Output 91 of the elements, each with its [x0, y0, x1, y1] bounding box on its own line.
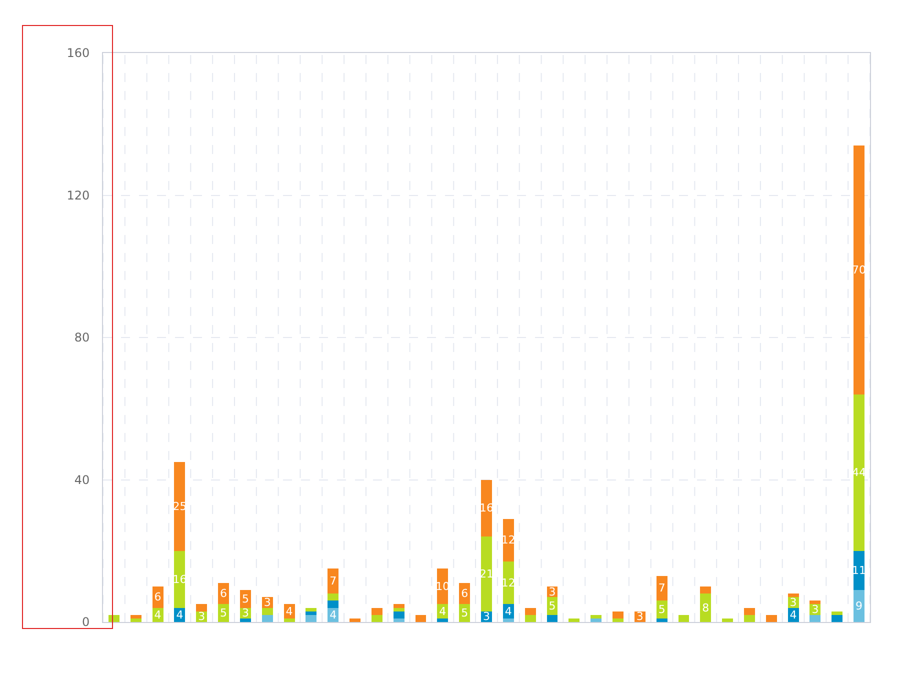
data-label: 3: [198, 610, 206, 624]
data-label: 4: [286, 604, 293, 618]
bar: [240, 618, 251, 622]
y-tick-label: 40: [74, 472, 90, 487]
bar: [502, 518, 514, 562]
y-tick-label: 0: [82, 615, 90, 630]
data-label: 5: [220, 606, 228, 620]
y-tick-label: 160: [66, 46, 90, 60]
data-label: 3: [636, 610, 644, 624]
bar: [130, 614, 142, 618]
bar: [854, 590, 865, 622]
data-label: 6: [461, 587, 468, 600]
data-label: 5: [658, 603, 666, 616]
data-label: 6: [154, 590, 162, 604]
bar: [524, 614, 536, 622]
bar: [612, 618, 624, 622]
bar: [393, 608, 404, 612]
bar: [810, 600, 821, 604]
data-label: 3: [483, 610, 490, 624]
bar: [854, 550, 865, 590]
bar: [481, 480, 492, 537]
bar: [832, 614, 843, 622]
data-label: 5: [242, 592, 249, 606]
bar: [437, 618, 448, 622]
bar: [744, 614, 755, 622]
bar: [371, 608, 382, 615]
bar: [262, 614, 273, 622]
data-label: 5: [548, 600, 556, 612]
data-label: 9: [856, 599, 863, 612]
bar: [568, 618, 580, 622]
bar: [393, 604, 404, 608]
data-label: 12: [501, 534, 516, 547]
bar: [678, 614, 690, 622]
bar: [328, 600, 339, 608]
bar: [174, 462, 186, 551]
bar: [524, 608, 536, 615]
bar: [656, 576, 668, 601]
bar: [700, 586, 712, 594]
bar: [502, 618, 514, 622]
bar: [810, 614, 821, 622]
bar: [306, 614, 317, 622]
bar: [130, 618, 142, 622]
bar: [744, 608, 755, 615]
bar: [306, 611, 317, 615]
data-label: 7: [658, 582, 666, 595]
bar: [306, 608, 317, 612]
data-label: 3: [242, 606, 249, 620]
data-label: 3: [264, 596, 271, 609]
data-label: 3: [548, 585, 556, 598]
bar: [854, 394, 865, 551]
data-label: 4: [176, 608, 184, 622]
bar: [590, 614, 602, 618]
bar: [371, 614, 382, 622]
bar: [832, 611, 843, 615]
data-label: 12: [501, 576, 516, 590]
data-label: 6: [220, 587, 228, 600]
bar: [393, 618, 404, 622]
data-label: 4: [504, 604, 512, 618]
bar: [788, 594, 799, 598]
bar: [502, 562, 514, 604]
data-label: 4: [154, 608, 162, 622]
data-label: 7: [330, 574, 337, 588]
y-tick-label: 120: [66, 188, 90, 202]
y-tick-label: 80: [74, 330, 90, 345]
bar: [656, 618, 668, 622]
bar: [196, 604, 208, 612]
bar: [437, 568, 448, 604]
data-label: 3: [812, 603, 819, 616]
bar: [722, 618, 734, 622]
bar: [481, 536, 492, 612]
data-label: 11: [852, 564, 866, 577]
bar: [415, 614, 426, 622]
bar: [393, 611, 404, 618]
bar: [284, 618, 295, 622]
bar: [546, 614, 558, 622]
bar: [854, 145, 865, 394]
bar: [174, 550, 186, 608]
data-label: 8: [702, 601, 710, 614]
data-label: 3: [790, 596, 797, 609]
bar: [328, 594, 339, 601]
bar: [328, 568, 339, 594]
data-label: 4: [439, 604, 446, 618]
bar: [108, 614, 120, 622]
bar: [590, 618, 602, 622]
bar: [612, 611, 624, 618]
data-label: 4: [330, 608, 337, 622]
bar: [262, 608, 273, 615]
bar: [350, 618, 360, 622]
bar: [766, 614, 777, 622]
data-label: 5: [461, 606, 468, 620]
data-label: 4: [790, 608, 797, 622]
